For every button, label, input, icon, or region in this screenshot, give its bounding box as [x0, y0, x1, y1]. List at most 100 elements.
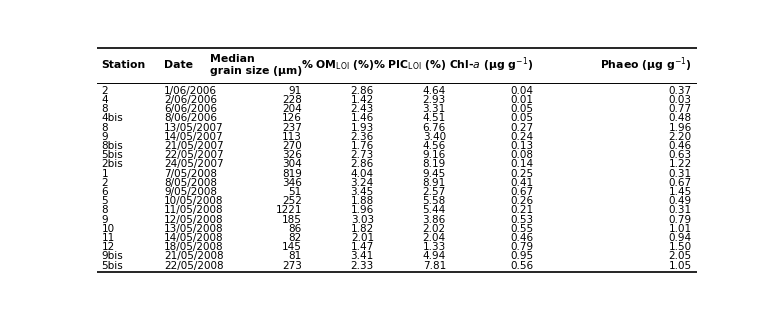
Text: 22/05/2008: 22/05/2008	[164, 260, 224, 271]
Text: 0.79: 0.79	[510, 242, 533, 252]
Text: 9.45: 9.45	[423, 169, 446, 179]
Text: 2.86: 2.86	[351, 86, 374, 96]
Text: 14/05/2008: 14/05/2008	[164, 233, 224, 243]
Text: 13/05/2008: 13/05/2008	[164, 224, 224, 234]
Text: 2.05: 2.05	[669, 251, 692, 261]
Text: 3.31: 3.31	[423, 104, 446, 114]
Text: 9/05/2008: 9/05/2008	[164, 187, 217, 197]
Text: 0.95: 0.95	[510, 251, 533, 261]
Text: 4.56: 4.56	[423, 141, 446, 151]
Text: 7/05/2008: 7/05/2008	[164, 169, 217, 179]
Text: 145: 145	[282, 242, 302, 252]
Text: 2.73: 2.73	[351, 150, 374, 160]
Text: 0.31: 0.31	[669, 169, 692, 179]
Text: 4.04: 4.04	[351, 169, 374, 179]
Text: 3.86: 3.86	[423, 215, 446, 224]
Text: 21/05/2008: 21/05/2008	[164, 251, 224, 261]
Text: 10: 10	[101, 224, 115, 234]
Text: 228: 228	[282, 95, 302, 105]
Text: 1.47: 1.47	[351, 242, 374, 252]
Text: 0.67: 0.67	[669, 178, 692, 188]
Text: 273: 273	[282, 260, 302, 271]
Text: 8: 8	[101, 123, 108, 133]
Text: Station: Station	[101, 60, 146, 70]
Text: 0.53: 0.53	[510, 215, 533, 224]
Text: 11/05/2008: 11/05/2008	[164, 206, 224, 215]
Text: 1.45: 1.45	[669, 187, 692, 197]
Text: 86: 86	[289, 224, 302, 234]
Text: 7.81: 7.81	[423, 260, 446, 271]
Text: 2.86: 2.86	[351, 159, 374, 170]
Text: 5bis: 5bis	[101, 260, 123, 271]
Text: 0.08: 0.08	[510, 150, 533, 160]
Text: 0.04: 0.04	[510, 86, 533, 96]
Text: 4.94: 4.94	[423, 251, 446, 261]
Text: 0.31: 0.31	[669, 206, 692, 215]
Text: 0.46: 0.46	[510, 233, 533, 243]
Text: 2: 2	[101, 86, 108, 96]
Text: 1221: 1221	[276, 206, 302, 215]
Text: 819: 819	[282, 169, 302, 179]
Text: 9bis: 9bis	[101, 251, 123, 261]
Text: 1.76: 1.76	[351, 141, 374, 151]
Text: 10/05/2008: 10/05/2008	[164, 196, 224, 206]
Text: 113: 113	[282, 132, 302, 142]
Text: 6/06/2006: 6/06/2006	[164, 104, 217, 114]
Text: % OM$_{\mathsf{LOI}}$ (%): % OM$_{\mathsf{LOI}}$ (%)	[300, 58, 374, 72]
Text: 1.22: 1.22	[669, 159, 692, 170]
Text: 6.76: 6.76	[423, 123, 446, 133]
Text: 0.48: 0.48	[669, 113, 692, 123]
Text: 346: 346	[282, 178, 302, 188]
Text: 2.02: 2.02	[423, 224, 446, 234]
Text: 0.56: 0.56	[510, 260, 533, 271]
Text: Median
grain size (μm): Median grain size (μm)	[210, 54, 302, 76]
Text: 304: 304	[283, 159, 302, 170]
Text: 3.45: 3.45	[351, 187, 374, 197]
Text: 4: 4	[101, 95, 108, 105]
Text: 5.58: 5.58	[423, 196, 446, 206]
Text: 1.88: 1.88	[351, 196, 374, 206]
Text: 2.01: 2.01	[351, 233, 374, 243]
Text: 0.63: 0.63	[669, 150, 692, 160]
Text: 237: 237	[282, 123, 302, 133]
Text: 8/06/2006: 8/06/2006	[164, 113, 217, 123]
Text: 1.50: 1.50	[669, 242, 692, 252]
Text: 0.01: 0.01	[510, 95, 533, 105]
Text: 0.37: 0.37	[669, 86, 692, 96]
Text: Chl-$\mathit{a}$ (μg g$^{-1}$): Chl-$\mathit{a}$ (μg g$^{-1}$)	[449, 56, 533, 74]
Text: 1.33: 1.33	[423, 242, 446, 252]
Text: 18/05/2008: 18/05/2008	[164, 242, 224, 252]
Text: 1.05: 1.05	[669, 260, 692, 271]
Text: 3.41: 3.41	[351, 251, 374, 261]
Text: 12: 12	[101, 242, 115, 252]
Text: 9.16: 9.16	[423, 150, 446, 160]
Text: 1.42: 1.42	[351, 95, 374, 105]
Text: 252: 252	[282, 196, 302, 206]
Text: 13/05/2007: 13/05/2007	[164, 123, 224, 133]
Text: 8: 8	[101, 104, 108, 114]
Text: 3.03: 3.03	[351, 215, 374, 224]
Text: 0.55: 0.55	[510, 224, 533, 234]
Text: 81: 81	[289, 251, 302, 261]
Text: 2bis: 2bis	[101, 159, 123, 170]
Text: Phaeo (μg g$^{-1}$): Phaeo (μg g$^{-1}$)	[600, 56, 692, 74]
Text: 0.67: 0.67	[510, 187, 533, 197]
Text: 4bis: 4bis	[101, 113, 123, 123]
Text: 0.49: 0.49	[669, 196, 692, 206]
Text: 9: 9	[101, 215, 108, 224]
Text: 2: 2	[101, 178, 108, 188]
Text: 1.01: 1.01	[669, 224, 692, 234]
Text: 326: 326	[282, 150, 302, 160]
Text: 24/05/2007: 24/05/2007	[164, 159, 224, 170]
Text: 5.44: 5.44	[423, 206, 446, 215]
Text: 204: 204	[283, 104, 302, 114]
Text: Date: Date	[164, 60, 193, 70]
Text: 51: 51	[289, 187, 302, 197]
Text: 3.24: 3.24	[351, 178, 374, 188]
Text: 14/05/2007: 14/05/2007	[164, 132, 224, 142]
Text: 0.46: 0.46	[669, 141, 692, 151]
Text: 4.64: 4.64	[423, 86, 446, 96]
Text: 0.25: 0.25	[510, 169, 533, 179]
Text: 0.27: 0.27	[510, 123, 533, 133]
Text: 0.03: 0.03	[669, 95, 692, 105]
